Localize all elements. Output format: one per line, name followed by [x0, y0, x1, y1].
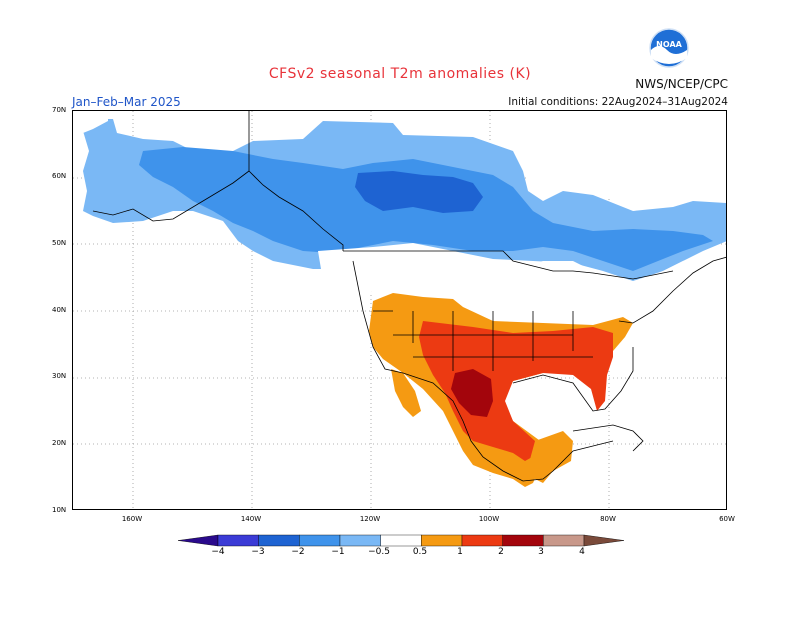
colorbar-tick: −0.5 — [368, 547, 390, 557]
lat-label-10n: 10N — [52, 506, 67, 514]
lat-label-50n: 50N — [52, 239, 67, 247]
warm-anomaly-region — [369, 293, 633, 487]
central-america-warm — [529, 431, 573, 483]
colorbar-tick: −3 — [251, 547, 265, 557]
colorbar-bin — [461, 534, 503, 547]
noaa-logo: NOAA — [649, 28, 689, 68]
lat-label-20n: 20N — [52, 439, 67, 447]
colorbar-bin — [217, 534, 259, 547]
organization-label: NWS/NCEP/CPC — [635, 77, 728, 91]
colorbar-bin — [421, 534, 463, 547]
lon-label-160w: 160W — [121, 515, 143, 523]
cold-anomaly-region — [83, 119, 726, 283]
colorbar-tick: 2 — [498, 547, 504, 557]
lat-label-30n: 30N — [52, 372, 67, 380]
lon-label-120w: 120W — [359, 515, 381, 523]
initial-conditions-label: Initial conditions: 22Aug2024–31Aug2024 — [508, 96, 728, 108]
colorbar-bin — [380, 534, 422, 547]
lon-label-60w: 60W — [719, 515, 735, 523]
logo-text: NOAA — [656, 40, 682, 49]
colorbar-tick: 1 — [457, 547, 463, 557]
colorbar-tick: −1 — [331, 547, 345, 557]
colorbar-bin — [543, 534, 585, 547]
colorbar-bin — [502, 534, 544, 547]
colorbar-bin — [583, 534, 625, 547]
lon-label-140w: 140W — [240, 515, 262, 523]
colorbar-bin — [177, 534, 219, 547]
anomaly-map — [72, 110, 727, 510]
borders — [92, 111, 726, 482]
colorbar-bin — [339, 534, 381, 547]
colorbar-bin — [299, 534, 341, 547]
colorbar — [177, 534, 625, 547]
colorbar-bin — [258, 534, 300, 547]
colorbar-tick: 0.5 — [412, 547, 428, 557]
season-label: Jan–Feb–Mar 2025 — [72, 95, 181, 109]
colorbar-tick: −4 — [211, 547, 225, 557]
neutral-region — [73, 111, 726, 325]
colorbar-tick: −2 — [291, 547, 305, 557]
lon-label-80w: 80W — [600, 515, 616, 523]
colorbar-tick: 3 — [538, 547, 544, 557]
lat-label-40n: 40N — [52, 306, 67, 314]
lat-label-70n: 70N — [52, 106, 67, 114]
lat-label-60n: 60N — [52, 172, 67, 180]
lon-label-100w: 100W — [478, 515, 500, 523]
chart-title: CFSv2 seasonal T2m anomalies (K) — [268, 66, 532, 82]
colorbar-tick: 4 — [579, 547, 585, 557]
